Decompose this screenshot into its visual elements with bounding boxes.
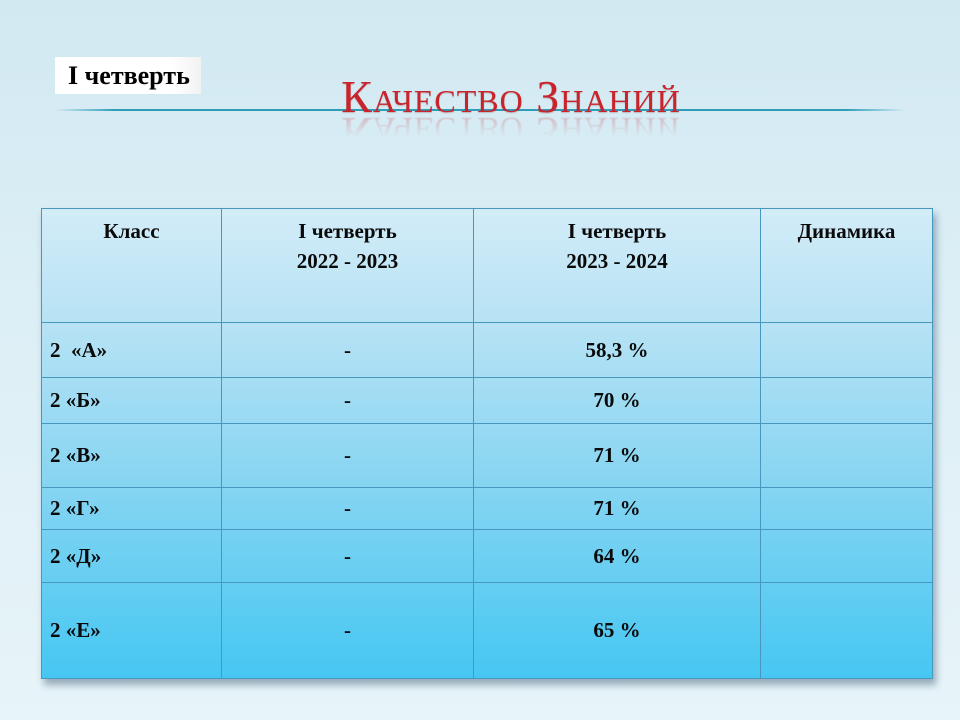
cell-q1-2023-2024: 64 % — [473, 529, 761, 583]
table-row: 2 «Б» - 70 % — [41, 377, 933, 424]
table-row: 2 «Д» - 64 % — [41, 529, 933, 583]
cell-class: 2 «В» — [41, 423, 222, 488]
col-header-dynamics-line1: Динамика — [797, 219, 896, 243]
col-header-q1-2022-line2: 2022 - 2023 — [296, 249, 399, 274]
col-header-q1-2022-2023: I четверть 2022 - 2023 — [221, 208, 474, 323]
title-underline — [55, 109, 905, 111]
cell-class: 2 «А» — [41, 322, 222, 378]
cell-class: 2 «Д» — [41, 529, 222, 583]
cell-dynamics — [760, 322, 933, 378]
cell-q1-2023-2024: 71 % — [473, 423, 761, 488]
cell-class: 2 «Е» — [41, 582, 222, 679]
cell-dynamics — [760, 377, 933, 424]
cell-class: 2 «Б» — [41, 377, 222, 424]
cell-q1-2022-2023: - — [221, 423, 474, 488]
cell-q1-2022-2023: - — [221, 582, 474, 679]
cell-q1-2022-2023: - — [221, 529, 474, 583]
col-header-q1-2023-line2: 2023 - 2024 — [566, 249, 668, 274]
cell-dynamics — [760, 487, 933, 530]
cell-q1-2023-2024: 71 % — [473, 487, 761, 530]
col-header-class-line1: Класс — [103, 219, 160, 243]
table-row: 2 «Е» - 65 % — [41, 582, 933, 679]
quarter-label: I четверть — [55, 57, 201, 94]
cell-q1-2022-2023: - — [221, 377, 474, 424]
cell-q1-2023-2024: 70 % — [473, 377, 761, 424]
cell-q1-2023-2024: 58,3 % — [473, 322, 761, 378]
cell-q1-2023-2024: 65 % — [473, 582, 761, 679]
cell-dynamics — [760, 423, 933, 488]
cell-dynamics — [760, 582, 933, 679]
cell-class: 2 «Г» — [41, 487, 222, 530]
col-header-q1-2023-2024: I четверть 2023 - 2024 — [473, 208, 761, 323]
results-table: Класс I четверть 2022 - 2023 I четверть … — [41, 208, 933, 679]
table-row: 2 «Г» - 71 % — [41, 487, 933, 530]
table-row: 2 «В» - 71 % — [41, 423, 933, 488]
header-row: Класс I четверть 2022 - 2023 I четверть … — [41, 208, 933, 323]
cell-q1-2022-2023: - — [221, 322, 474, 378]
cell-q1-2022-2023: - — [221, 487, 474, 530]
slide-title-reflection: Качество Знаний — [341, 108, 681, 159]
col-header-q1-2023-line1: I четверть — [567, 219, 667, 243]
table-row: 2 «А» - 58,3 % — [41, 322, 933, 378]
col-header-dynamics: Динамика — [760, 208, 933, 323]
col-header-q1-2022-line1: I четверть — [298, 219, 397, 243]
cell-dynamics — [760, 529, 933, 583]
col-header-class: Класс — [41, 208, 222, 323]
